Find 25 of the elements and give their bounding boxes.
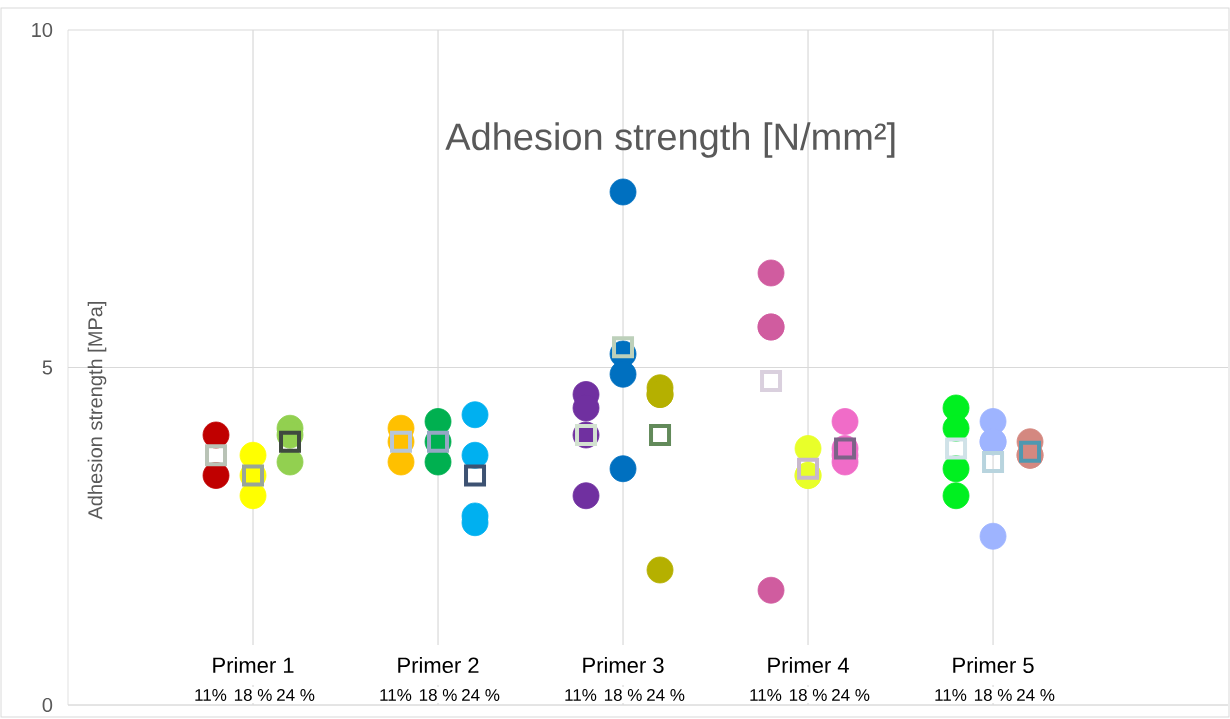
x-tick-label: Primer 2 xyxy=(398,657,479,674)
y-tick-label: 10 xyxy=(32,23,53,38)
annotation: 24 % xyxy=(832,689,870,702)
annotation: 18 % xyxy=(419,689,457,702)
annotation: 18 % xyxy=(234,689,272,702)
annotation: 11% xyxy=(565,689,597,702)
x-tick-label: Primer 3 xyxy=(583,657,664,674)
x-tick-label: Primer 4 xyxy=(768,657,849,674)
annotation: 11% xyxy=(195,689,227,702)
annotation: 18 % xyxy=(604,689,642,702)
annotation: 11% xyxy=(380,689,412,702)
x-tick-label: Primer 1 xyxy=(213,657,294,674)
y-tick-label: 0 xyxy=(42,698,53,713)
annotation: 11% xyxy=(935,689,967,702)
annotation: 24 % xyxy=(1017,689,1055,702)
annotation: 11% xyxy=(750,689,782,702)
annotation: 24 % xyxy=(277,689,315,702)
annotation: 18 % xyxy=(789,689,827,702)
x-tick-label: Primer 5 xyxy=(953,657,1034,674)
y-axis-title: Adhesion strength [MPa] xyxy=(87,302,107,520)
y-tick-label: 5 xyxy=(42,360,53,375)
annotation: 18 % xyxy=(974,689,1012,702)
annotation: 24 % xyxy=(462,689,500,702)
text: Adhesion strength [N/mm²] xyxy=(445,122,895,158)
annotation: 24 % xyxy=(647,689,685,702)
